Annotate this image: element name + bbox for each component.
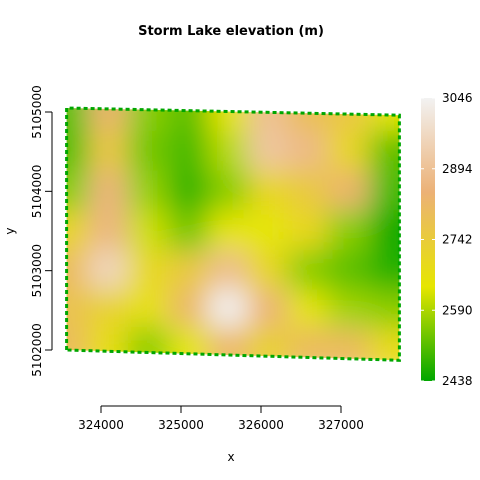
elevation-cell (88, 289, 130, 330)
x-tick-label: 325000 (158, 418, 204, 432)
elevation-cell (248, 108, 290, 133)
elevation-cell (288, 327, 330, 361)
elevation-cell (66, 210, 90, 252)
elevation-cell (328, 170, 372, 213)
colorbar-tick-label: 2590 (442, 303, 473, 317)
elevation-cell (288, 108, 330, 133)
colorbar-ticks: 3046 2894 2742 2590 2438 (421, 91, 473, 388)
elevation-cell (66, 108, 90, 133)
elevation-cell (66, 249, 90, 292)
y-axis-label: y (3, 227, 17, 234)
elevation-cell (370, 170, 400, 213)
elevation-cell (328, 108, 372, 133)
elevation-cell (328, 327, 372, 361)
elevation-cell (88, 170, 130, 213)
elevation-cell (288, 289, 330, 330)
x-axis-ticks: 324000 325000 326000 327000 (78, 406, 364, 432)
x-axis-label: x (227, 450, 234, 464)
elevation-cell (248, 210, 290, 252)
elevation-cell (168, 130, 210, 173)
x-tick-label: 324000 (78, 418, 124, 432)
y-tick-label: 5105000 (30, 85, 44, 138)
x-tick-label: 326000 (238, 418, 284, 432)
elevation-cell (66, 130, 90, 173)
elevation-cell (128, 249, 170, 292)
elevation-cell (128, 170, 170, 213)
elevation-cell (248, 130, 290, 173)
elevation-cell (248, 170, 290, 213)
elevation-cell (370, 289, 400, 330)
elevation-cell (88, 249, 130, 292)
elevation-cell (208, 170, 250, 213)
elevation-cell (288, 170, 330, 213)
colorbar-tick-label: 2894 (442, 162, 473, 176)
y-axis-ticks: 5102000 5103000 5104000 5105000 (30, 85, 52, 377)
elevation-cell (88, 130, 130, 173)
elevation-cell (370, 249, 400, 292)
elevation-cell (128, 289, 170, 330)
raster-edge (65, 106, 401, 362)
elevation-cell (370, 130, 400, 173)
elevation-cell (328, 210, 372, 252)
elevation-cell (66, 170, 90, 213)
elevation-cell (208, 130, 250, 173)
elevation-cell (370, 210, 400, 252)
elevation-cell (288, 249, 330, 292)
elevation-cell (248, 327, 290, 361)
y-tick-label: 5103000 (30, 244, 44, 297)
elevation-cell (168, 108, 210, 133)
chart-title: Storm Lake elevation (m) (138, 24, 324, 39)
elevation-cell (248, 249, 290, 292)
elevation-cell (168, 289, 210, 330)
elevation-cell (168, 249, 210, 292)
colorbar-tick-label: 3046 (442, 91, 473, 105)
elevation-cell (288, 210, 330, 252)
colorbar-tick-label: 2742 (442, 233, 473, 247)
elevation-raster (66, 108, 400, 361)
elevation-cell (208, 108, 250, 133)
elevation-cell (88, 210, 130, 252)
colorbar-tick-label: 2438 (442, 374, 473, 388)
elevation-cell (328, 289, 372, 330)
elevation-cell (168, 210, 210, 252)
elevation-cell (128, 130, 170, 173)
elevation-cell (208, 210, 250, 252)
elevation-cell (208, 289, 250, 330)
elevation-cell (328, 130, 372, 173)
elevation-cell (370, 327, 400, 361)
elevation-cell (328, 249, 372, 292)
y-tick-label: 5102000 (30, 323, 44, 376)
x-tick-label: 327000 (318, 418, 364, 432)
elevation-cell (128, 108, 170, 133)
y-tick-label: 5104000 (30, 165, 44, 218)
elevation-cell (88, 108, 130, 133)
elevation-cell (208, 327, 250, 361)
elevation-cell (168, 327, 210, 361)
elevation-cell (288, 130, 330, 173)
colorbar (421, 98, 435, 381)
elevation-cell (66, 289, 90, 330)
elevation-cell (248, 289, 290, 330)
elevation-cell (208, 249, 250, 292)
elevation-cell (128, 210, 170, 252)
elevation-cell (168, 170, 210, 213)
